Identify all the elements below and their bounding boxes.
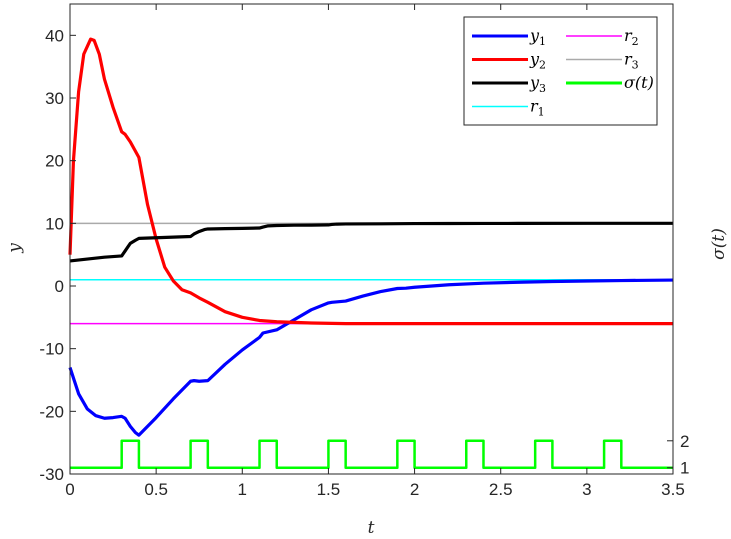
right-tick-label: 2 <box>680 432 689 451</box>
series-line-sigma <box>70 439 673 469</box>
y-tick-label: -30 <box>39 465 64 484</box>
x-tick-label: 3.5 <box>661 480 685 499</box>
right-axis-title: σ(t) <box>709 228 729 260</box>
x-tick-label: 0.5 <box>144 480 168 499</box>
y-tick-label: 40 <box>45 26 64 45</box>
x-tick-label: 0 <box>65 480 74 499</box>
x-tick-label: 2.5 <box>489 480 513 499</box>
y-tick-label: 0 <box>55 277 64 296</box>
axes-frame <box>69 3 674 475</box>
y-tick-label: -10 <box>39 340 64 359</box>
y-tick-label: -20 <box>39 402 64 421</box>
y-tick-label: 20 <box>45 152 64 171</box>
x-axis-title: t <box>368 518 375 538</box>
series-line-y3 <box>69 221 673 263</box>
right-tick-label: 1 <box>680 459 689 478</box>
y-tick-label: 30 <box>45 89 64 108</box>
x-tick-label: 3 <box>582 480 591 499</box>
x-tick-label: 1.5 <box>317 480 341 499</box>
series-line-y2 <box>68 37 673 326</box>
y-axis-title: y <box>5 243 25 254</box>
legend-label: σ(t) <box>624 73 654 92</box>
axes: 0 0.5 1 1.5 2 2.5 3 3.5 -30 -20 -10 0 10 20 30 40 1 2 <box>39 3 689 499</box>
y-tick-label: 10 <box>45 214 64 233</box>
x-tick-label: 2 <box>410 480 419 499</box>
series-line-y1 <box>68 278 674 437</box>
x-tick-label: 1 <box>238 480 247 499</box>
